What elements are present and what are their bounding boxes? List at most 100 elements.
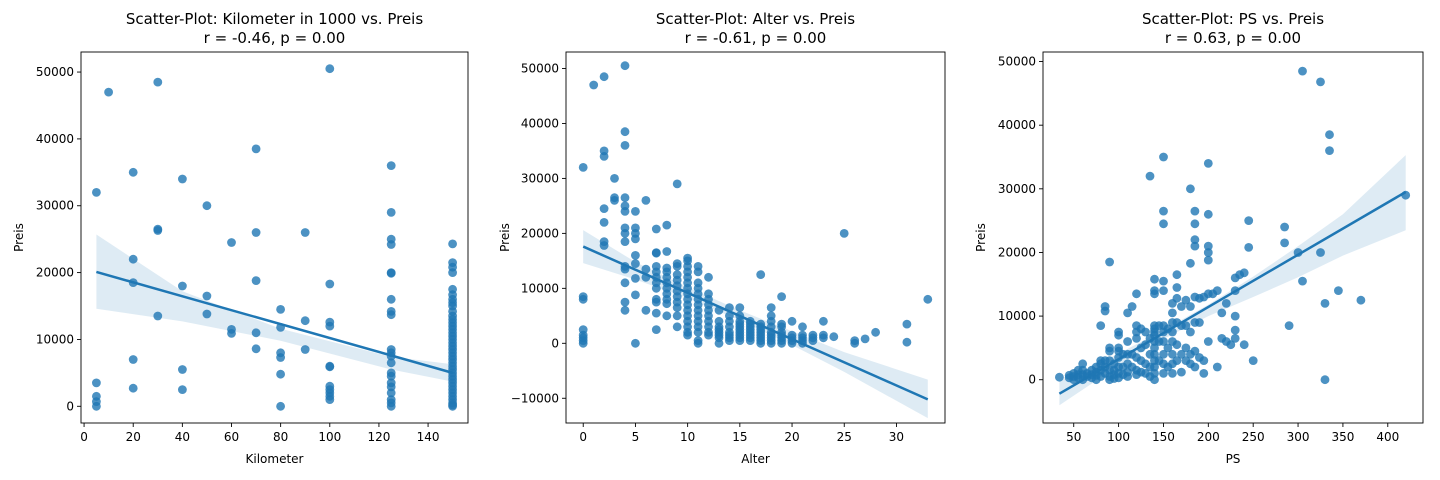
scatter-point <box>902 337 912 347</box>
y-tick-label: 20000 <box>998 245 1036 259</box>
y-tick-label: 20000 <box>36 266 74 280</box>
x-tick-label: 50 <box>1066 430 1081 444</box>
x-tick-label: 25 <box>837 430 852 444</box>
scatter-point <box>92 401 101 411</box>
chart-title: Scatter-Plot: Alter vs. Preis <box>656 10 855 28</box>
scatter-point <box>1150 289 1159 299</box>
scatter-point <box>1248 356 1258 365</box>
scatter-point <box>798 322 807 332</box>
y-tick-label: 40000 <box>998 118 1036 132</box>
scatter-point <box>1244 243 1254 252</box>
scatter-point <box>871 327 880 337</box>
scatter-point <box>631 338 640 348</box>
scatter-point <box>325 321 335 331</box>
scatter-point <box>178 385 187 394</box>
plot-frame <box>1042 51 1424 424</box>
scatter-point <box>829 332 839 342</box>
scatter-point <box>1203 248 1213 257</box>
scatter-point <box>1096 321 1106 330</box>
scatter-point <box>1114 330 1123 340</box>
scatter-point <box>704 272 713 282</box>
scatter-point <box>251 144 261 154</box>
scatter-point <box>300 345 310 354</box>
scatter-point <box>1159 369 1168 378</box>
scatter-point <box>1150 369 1159 378</box>
scatter-point <box>819 333 828 343</box>
x-tick-label: 100 <box>318 430 341 444</box>
chart-title: Scatter-Plot: Kilometer in 1000 vs. Prei… <box>126 10 424 28</box>
scatter-point <box>1239 340 1249 350</box>
x-tick-label: 20 <box>126 430 141 444</box>
scatter-point <box>1150 375 1159 385</box>
scatter-point <box>1190 346 1200 356</box>
scatter-point <box>178 281 187 291</box>
scatter-point <box>1212 286 1222 295</box>
scatter-point <box>662 311 672 321</box>
scatter-point <box>1055 372 1064 382</box>
scatter-point <box>1203 241 1213 251</box>
scatter-point <box>128 167 138 177</box>
scatter-point <box>1177 349 1186 359</box>
scatter-point <box>672 322 682 332</box>
scatter-point <box>1298 66 1307 76</box>
scatter-point <box>651 283 661 293</box>
scatter-point <box>448 239 457 249</box>
scatter-point <box>1181 343 1191 353</box>
scatter-point <box>1172 283 1182 292</box>
scatter-point <box>1325 130 1334 140</box>
x-tick-label: 250 <box>1242 430 1265 444</box>
plot-frame <box>565 51 946 424</box>
scatter-point <box>714 338 724 348</box>
scatter-point <box>620 127 630 137</box>
x-tick-label: 200 <box>1197 430 1220 444</box>
y-tick-label: 0 <box>66 399 74 413</box>
scatter-point <box>787 316 797 326</box>
confidence-band <box>96 234 453 382</box>
scatter-point <box>1203 337 1213 346</box>
scatter-point <box>651 297 661 307</box>
scatter-point <box>1320 299 1330 308</box>
scatter-point <box>672 262 682 271</box>
scatter-point <box>1123 308 1132 318</box>
scatter-point <box>386 161 396 171</box>
x-tick-label: 400 <box>1376 430 1399 444</box>
scatter-point <box>1123 372 1132 381</box>
scatter-point <box>589 80 599 90</box>
scatter-point <box>641 196 651 205</box>
scatter-point <box>325 395 335 404</box>
scatter-point <box>178 174 187 184</box>
scatter-point <box>1316 77 1325 87</box>
scatter-point <box>227 329 236 338</box>
scatter-point <box>756 338 766 348</box>
scatter-point <box>1280 238 1289 248</box>
scatter-point <box>693 327 703 337</box>
scatter-point <box>1230 311 1240 321</box>
scatter-point <box>251 344 261 354</box>
scatter-point <box>850 338 860 348</box>
scatter-point <box>620 207 630 216</box>
scatter-point <box>777 338 786 348</box>
scatter-point <box>631 290 640 300</box>
y-tick-label: 30000 <box>998 182 1036 196</box>
scatter-point <box>1190 206 1200 216</box>
scatter-point <box>725 336 734 345</box>
scatter-point <box>386 358 396 368</box>
scatter-point <box>599 241 609 250</box>
scatter-point <box>651 248 661 258</box>
scatter-point <box>325 64 335 74</box>
scatter-point <box>448 401 457 411</box>
scatter-point <box>1280 222 1289 232</box>
scatter-point <box>300 228 310 237</box>
scatter-point <box>651 325 661 334</box>
scatter-point <box>1105 257 1114 267</box>
y-tick-label: 10000 <box>998 309 1036 323</box>
scatter-point <box>1100 306 1110 316</box>
scatter-point <box>276 369 285 379</box>
scatter-point <box>651 224 661 234</box>
scatter-point <box>1141 327 1150 337</box>
x-tick-label: 30 <box>889 430 904 444</box>
scatter-point <box>1316 248 1325 257</box>
scatter-point <box>1123 337 1132 346</box>
